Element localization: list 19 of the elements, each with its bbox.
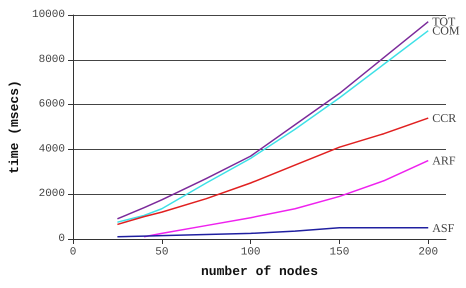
x-tick-label: 0 xyxy=(70,246,76,258)
y-tick-label: 6000 xyxy=(38,98,65,111)
y-tick-label: 4000 xyxy=(38,143,65,156)
y-tick-label: 10000 xyxy=(32,9,65,21)
series-label: CCR xyxy=(432,111,456,126)
x-tick-label: 100 xyxy=(240,246,261,258)
x-tick-label: 200 xyxy=(418,246,438,258)
y-tick-label: 8000 xyxy=(38,54,65,66)
y-axis-title: time (msecs) xyxy=(7,80,22,174)
series-label: ASF xyxy=(432,220,455,235)
y-tick-label: 0 xyxy=(58,233,65,245)
line-series xyxy=(116,117,429,226)
series-label: ARF xyxy=(432,154,456,168)
y-tick-label: 2000 xyxy=(38,188,65,200)
x-axis-title: number of nodes xyxy=(200,264,318,279)
line-series xyxy=(116,227,429,238)
x-tick-label: 50 xyxy=(155,246,168,258)
line-series xyxy=(143,160,429,238)
x-tick-label: 150 xyxy=(330,246,350,258)
